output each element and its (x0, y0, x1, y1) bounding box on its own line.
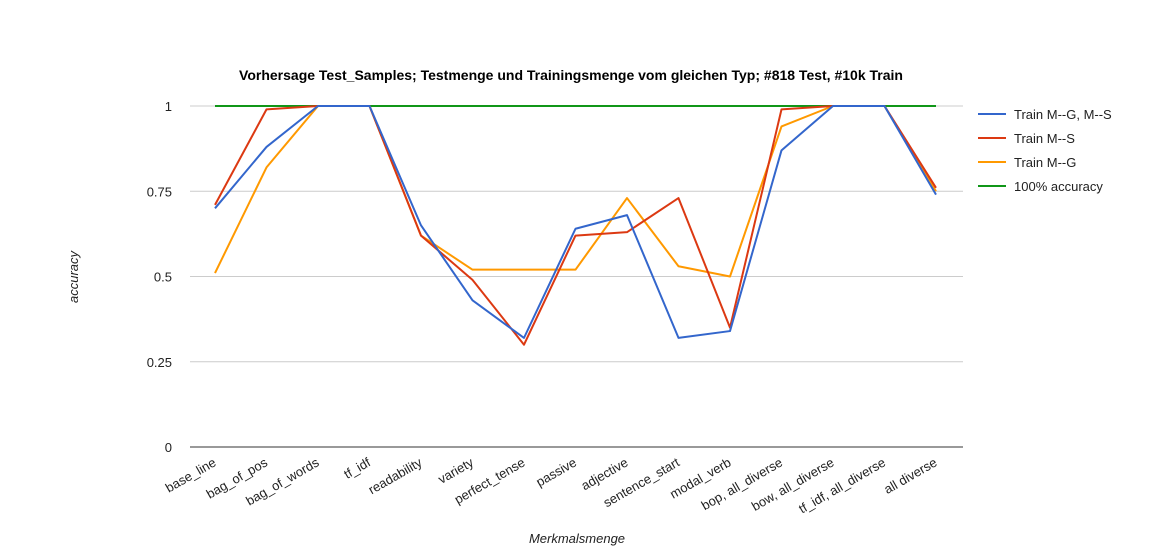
x-tick-label: tf_idf (341, 454, 373, 481)
x-tick-label: readability (366, 454, 425, 497)
legend: Train M--G, M--S Train M--S Train M--G 100%… (978, 107, 1112, 194)
legend-label: Train M--G, M--S (1014, 107, 1112, 122)
chart-title: Vorhersage Test_Samples; Testmenge und T… (239, 67, 903, 83)
x-tick-label: passive (533, 455, 579, 490)
y-axis-ticks: 0 0.25 0.5 0.75 1 (147, 99, 172, 455)
y-tick-label: 1 (165, 99, 172, 114)
series-lines (214, 105, 937, 346)
y-tick-label: 0.75 (147, 184, 172, 199)
x-tick-label: all diverse (881, 455, 939, 497)
legend-label: 100% accuracy (1014, 179, 1103, 194)
series-line (214, 105, 937, 346)
y-tick-label: 0.5 (154, 270, 172, 285)
y-tick-label: 0.25 (147, 355, 172, 370)
x-tick-label: variety (435, 454, 476, 486)
legend-label: Train M--G (1014, 155, 1076, 170)
y-axis-title: accuracy (66, 249, 81, 303)
series-line (214, 105, 937, 339)
legend-label: Train M--S (1014, 131, 1075, 146)
grid (190, 105, 963, 448)
y-tick-label: 0 (165, 440, 172, 455)
x-tick-label: tf_idf, all_diverse (796, 455, 888, 517)
x-axis-title: Merkmalsmenge (529, 531, 625, 546)
